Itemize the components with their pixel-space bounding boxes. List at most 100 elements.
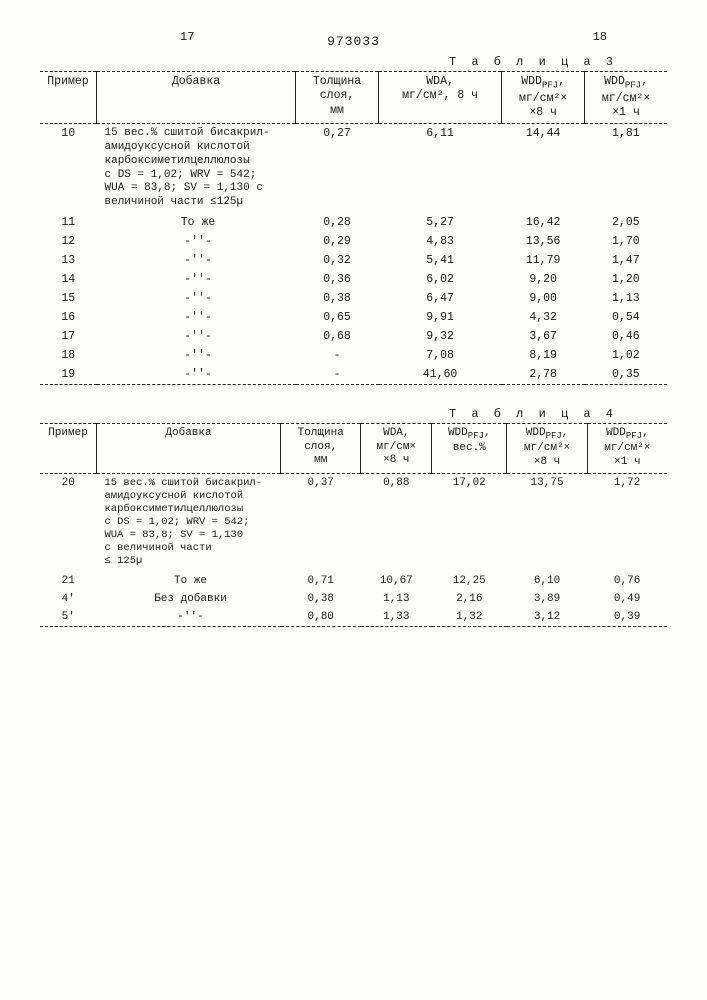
cell-wdd8: 4,32 bbox=[502, 308, 585, 327]
table-row: 4'Без добавки0,381,132,163,890,49 bbox=[40, 590, 667, 608]
col-thickness: Толщина слоя, мм bbox=[296, 72, 379, 124]
cell-additive: То же bbox=[97, 572, 281, 590]
page-right: 18 bbox=[593, 30, 607, 44]
cell-additive: -''- bbox=[97, 270, 296, 289]
cell-wdd8: 11,79 bbox=[502, 251, 585, 270]
cell-wdd1: 1,47 bbox=[585, 251, 667, 270]
cell-thickness: 0,36 bbox=[296, 270, 379, 289]
cell-example: 20 bbox=[40, 473, 97, 571]
cell-wdd8: 2,78 bbox=[502, 365, 585, 385]
cell-example: 12 bbox=[40, 232, 97, 251]
table-row: 12-''-0,294,8313,561,70 bbox=[40, 232, 667, 251]
cell-example: 15 bbox=[40, 289, 97, 308]
cell-wdd8: 3,12 bbox=[507, 608, 587, 627]
cell-wdd8: 16,42 bbox=[502, 213, 585, 232]
cell-wda: 10,67 bbox=[361, 572, 432, 590]
col-additive: Добавка bbox=[97, 423, 281, 473]
table3-header-row: Пример Добавка Толщина слоя, мм WDA,мг/с… bbox=[40, 72, 667, 124]
page-left: 17 bbox=[180, 30, 194, 44]
cell-wdd1: 1,70 bbox=[585, 232, 667, 251]
cell-thickness: 0,38 bbox=[296, 289, 379, 308]
cell-wdd-pct: 1,32 bbox=[432, 608, 507, 627]
cell-wdd1: 0,54 bbox=[585, 308, 667, 327]
col-additive: Добавка bbox=[97, 72, 296, 124]
document-number: 973033 bbox=[40, 34, 667, 49]
cell-wdd8: 6,10 bbox=[507, 572, 587, 590]
cell-additive: 15 вес.% сшитой бисакрил- амидоуксусной … bbox=[97, 124, 296, 213]
cell-additive: -''- bbox=[97, 289, 296, 308]
cell-wdd-pct: 12,25 bbox=[432, 572, 507, 590]
cell-example: 16 bbox=[40, 308, 97, 327]
col-wdd1: WDDPFJ,мг/см²× ×1 ч bbox=[585, 72, 667, 124]
col-thickness: Толщина слоя, мм bbox=[281, 423, 361, 473]
cell-additive: Без добавки bbox=[97, 590, 281, 608]
cell-example: 21 bbox=[40, 572, 97, 590]
table-row: 13-''-0,325,4111,791,47 bbox=[40, 251, 667, 270]
table3-label: Т а б л и ц а 3 bbox=[40, 55, 617, 69]
cell-thickness: - bbox=[296, 346, 379, 365]
cell-example: 11 bbox=[40, 213, 97, 232]
cell-thickness: - bbox=[296, 365, 379, 385]
cell-example: 14 bbox=[40, 270, 97, 289]
cell-additive: -''- bbox=[97, 251, 296, 270]
cell-wdd-pct: 17,02 bbox=[432, 473, 507, 571]
cell-wda: 1,33 bbox=[361, 608, 432, 627]
table-row: 16-''-0,659,914,320,54 bbox=[40, 308, 667, 327]
cell-additive: -''- bbox=[97, 232, 296, 251]
cell-additive: 15 вес.% сшитой бисакрил- амидоуксусной … bbox=[97, 473, 281, 571]
cell-thickness: 0,71 bbox=[281, 572, 361, 590]
table-row: 14-''-0,366,029,201,20 bbox=[40, 270, 667, 289]
cell-thickness: 0,29 bbox=[296, 232, 379, 251]
table-row: 5'-''-0,801,331,323,120,39 bbox=[40, 608, 667, 627]
cell-wdd1: 0,35 bbox=[585, 365, 667, 385]
cell-wdd8: 9,20 bbox=[502, 270, 585, 289]
col-wdd8: WDDPFJ,мг/см²× ×8 ч bbox=[507, 423, 587, 473]
cell-wda: 9,91 bbox=[379, 308, 502, 327]
table4: Пример Добавка Толщина слоя, мм WDA,мг/с… bbox=[40, 423, 667, 627]
cell-thickness: 0,68 bbox=[296, 327, 379, 346]
cell-wdd1: 1,13 bbox=[585, 289, 667, 308]
cell-wdd1: 2,05 bbox=[585, 213, 667, 232]
cell-wdd1: 1,81 bbox=[585, 124, 667, 213]
cell-additive: -''- bbox=[97, 608, 281, 627]
cell-wda: 41,60 bbox=[379, 365, 502, 385]
cell-wdd8: 3,67 bbox=[502, 327, 585, 346]
cell-thickness: 0,28 bbox=[296, 213, 379, 232]
cell-example: 10 bbox=[40, 124, 97, 213]
table4-bottom-rule bbox=[40, 626, 667, 627]
cell-wdd8: 9,00 bbox=[502, 289, 585, 308]
cell-additive: -''- bbox=[97, 346, 296, 365]
cell-wda: 5,27 bbox=[379, 213, 502, 232]
cell-additive: -''- bbox=[97, 365, 296, 385]
table3: Пример Добавка Толщина слоя, мм WDA,мг/с… bbox=[40, 71, 667, 385]
cell-thickness: 0,80 bbox=[281, 608, 361, 627]
col-wda: WDA,мг/см× ×8 ч bbox=[361, 423, 432, 473]
cell-wdd8: 3,89 bbox=[507, 590, 587, 608]
cell-wda: 6,47 bbox=[379, 289, 502, 308]
cell-wdd1: 1,20 bbox=[585, 270, 667, 289]
cell-wdd1: 0,49 bbox=[587, 590, 667, 608]
col-wda: WDA,мг/см², 8 ч bbox=[379, 72, 502, 124]
cell-thickness: 0,38 bbox=[281, 590, 361, 608]
cell-thickness: 0,65 bbox=[296, 308, 379, 327]
cell-additive: -''- bbox=[97, 308, 296, 327]
cell-wda: 0,88 bbox=[361, 473, 432, 571]
col-example: Пример bbox=[40, 423, 97, 473]
cell-wdd-pct: 2,16 bbox=[432, 590, 507, 608]
cell-wdd1: 0,76 bbox=[587, 572, 667, 590]
table-row: 1015 вес.% сшитой бисакрил- амидоуксусно… bbox=[40, 124, 667, 213]
table-row: 2015 вес.% сшитой бисакрил- амидоуксусно… bbox=[40, 473, 667, 571]
cell-thickness: 0,32 bbox=[296, 251, 379, 270]
cell-example: 5' bbox=[40, 608, 97, 627]
col-wdd8: WDDPFJ,мг/см²× ×8 ч bbox=[502, 72, 585, 124]
table-row: 19-''--41,602,780,35 bbox=[40, 365, 667, 385]
cell-wda: 1,13 bbox=[361, 590, 432, 608]
cell-additive: -''- bbox=[97, 327, 296, 346]
table4-label: Т а б л и ц а 4 bbox=[40, 407, 617, 421]
cell-wdd8: 8,19 bbox=[502, 346, 585, 365]
table-row: 18-''--7,088,191,02 bbox=[40, 346, 667, 365]
cell-wda: 6,02 bbox=[379, 270, 502, 289]
table4-header-row: Пример Добавка Толщина слоя, мм WDA,мг/с… bbox=[40, 423, 667, 473]
cell-wda: 4,83 bbox=[379, 232, 502, 251]
table-row: 15-''-0,386,479,001,13 bbox=[40, 289, 667, 308]
